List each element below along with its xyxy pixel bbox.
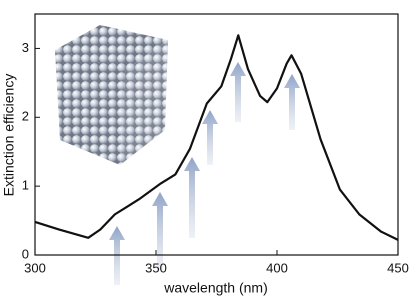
y-tick-label: 3 <box>22 40 29 55</box>
x-tick-label: 350 <box>145 260 167 275</box>
x-axis-label: wavelength (nm) <box>163 280 268 296</box>
x-tick-label: 300 <box>24 260 46 275</box>
line-series <box>34 34 399 241</box>
y-tick-label: 1 <box>22 178 29 193</box>
y-tick-label: 0 <box>22 246 29 261</box>
x-tick-label: 450 <box>387 260 409 275</box>
inset-cube <box>55 25 168 165</box>
y-axis-label: Extinction efficiency <box>1 74 17 197</box>
x-tick-label: 400 <box>266 260 288 275</box>
y-tick-label: 2 <box>22 109 29 124</box>
plot-frame <box>34 13 399 256</box>
